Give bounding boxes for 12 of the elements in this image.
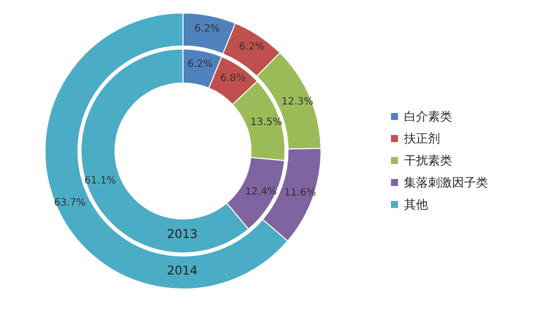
data-label: 6.8%: [220, 73, 246, 84]
legend-label: 其他: [404, 198, 428, 212]
data-label: 6.2%: [194, 23, 220, 34]
slice-label: 2014: [167, 264, 198, 278]
legend-label: 白介素类: [404, 110, 452, 124]
data-label: 12.4%: [245, 186, 277, 198]
legend-label: 集落刺激因子类: [404, 176, 488, 190]
legend-label: 干扰素类: [404, 154, 452, 168]
slice-label: 2013: [167, 227, 198, 241]
legend-label: 扶正剂: [403, 132, 440, 146]
data-label: 6.2%: [238, 42, 264, 53]
data-label: 6.2%: [187, 59, 213, 70]
